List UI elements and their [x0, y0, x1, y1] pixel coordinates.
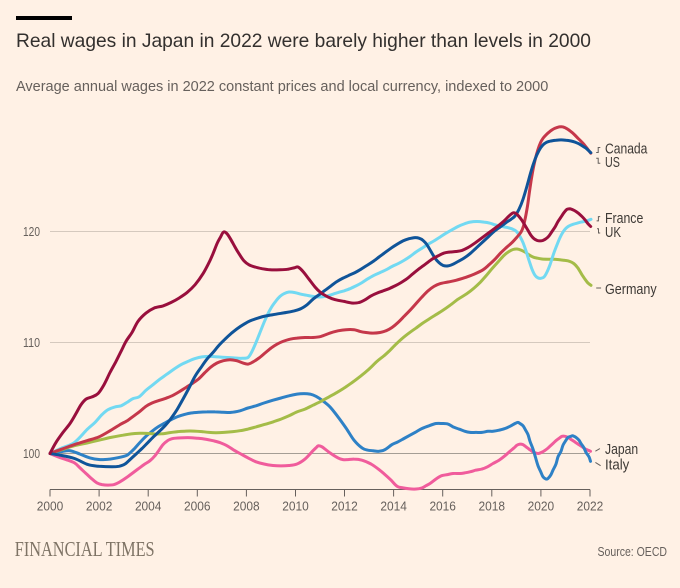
- svg-text:Germany: Germany: [605, 281, 657, 298]
- svg-text:2006: 2006: [184, 499, 211, 514]
- svg-text:FINANCIAL TIMES: FINANCIAL TIMES: [15, 538, 155, 561]
- svg-text:2020: 2020: [528, 499, 555, 514]
- svg-text:2018: 2018: [479, 499, 506, 514]
- svg-text:2012: 2012: [331, 499, 358, 514]
- svg-text:Italy: Italy: [605, 457, 630, 474]
- svg-text:2000: 2000: [37, 499, 64, 514]
- svg-text:US: US: [605, 154, 620, 171]
- svg-text:120: 120: [23, 224, 40, 239]
- svg-text:France: France: [605, 210, 643, 227]
- svg-text:2002: 2002: [86, 499, 113, 514]
- svg-text:Source: OECD: Source: OECD: [598, 544, 668, 559]
- svg-text:2008: 2008: [233, 499, 260, 514]
- svg-text:2016: 2016: [429, 499, 456, 514]
- svg-text:100: 100: [23, 446, 40, 461]
- svg-text:Japan: Japan: [605, 441, 638, 458]
- svg-text:2010: 2010: [282, 499, 309, 514]
- svg-text:2022: 2022: [577, 499, 604, 514]
- svg-text:Canada: Canada: [605, 141, 648, 158]
- svg-text:110: 110: [23, 335, 40, 350]
- svg-text:2004: 2004: [135, 499, 162, 514]
- svg-text:2014: 2014: [380, 499, 407, 514]
- svg-text:UK: UK: [605, 224, 621, 241]
